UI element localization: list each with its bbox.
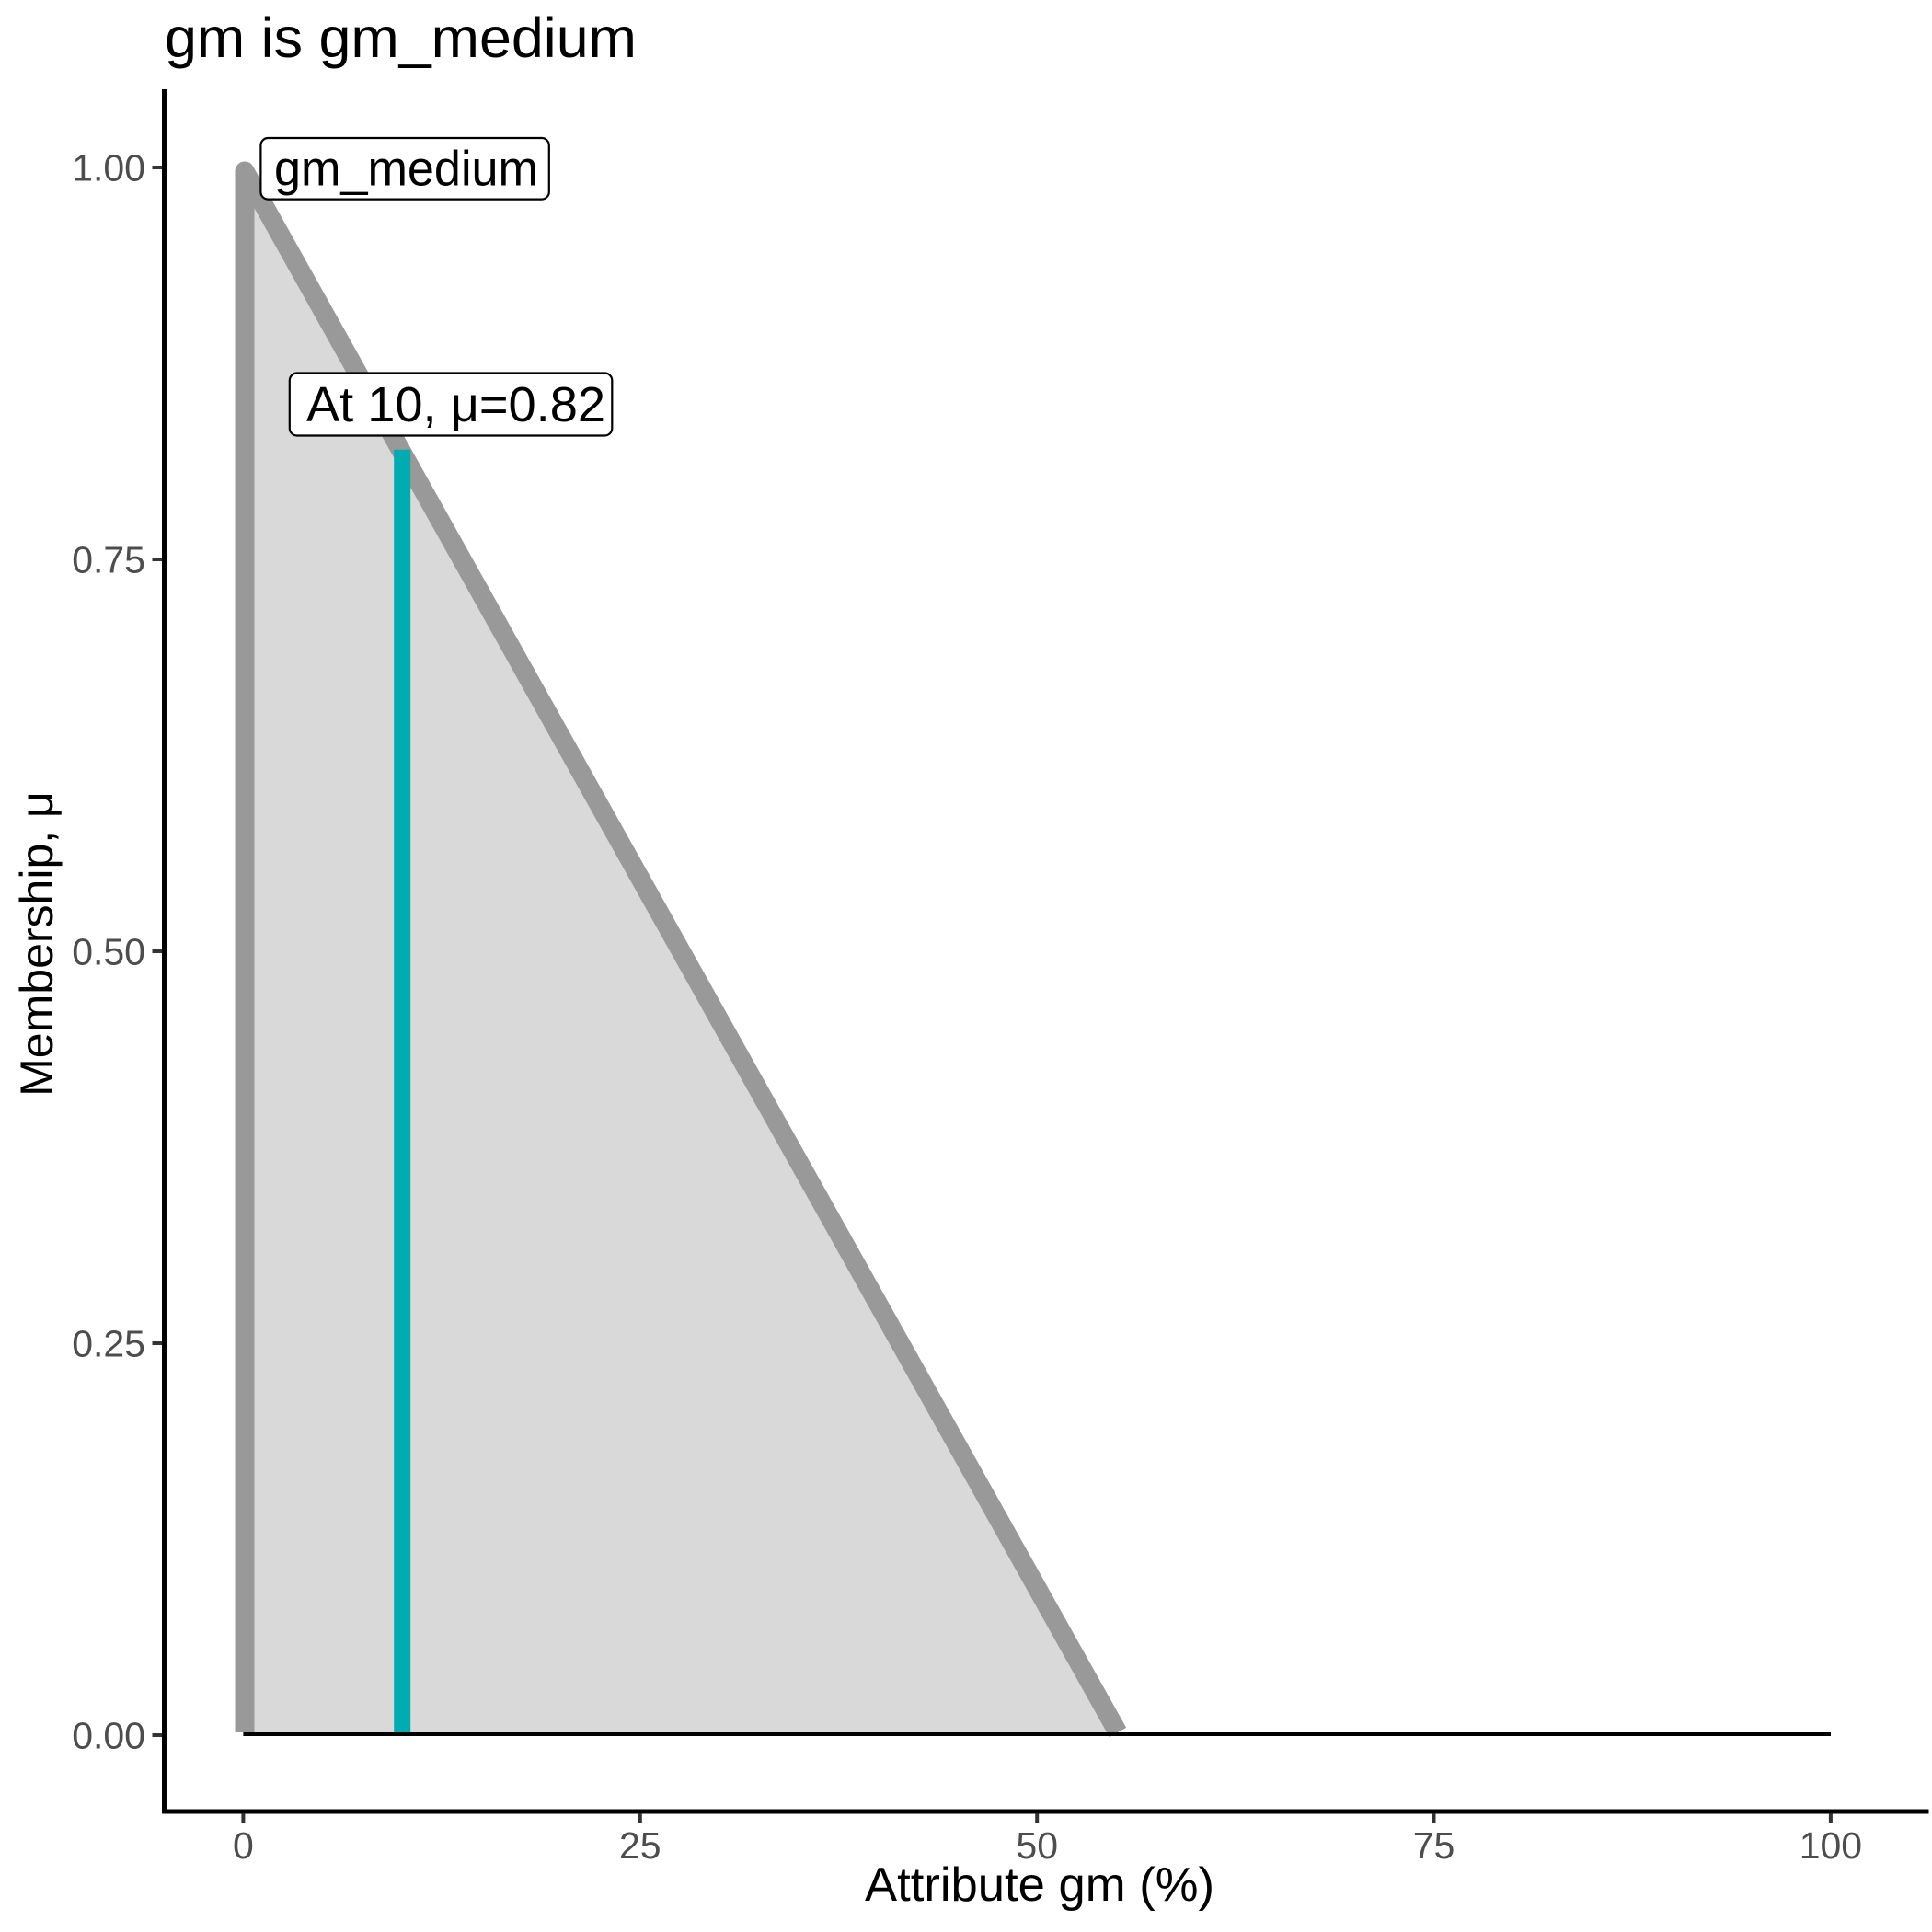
svg-text:0.50: 0.50 — [72, 931, 145, 973]
svg-text:gm is gm_medium: gm is gm_medium — [165, 6, 637, 69]
svg-text:0.00: 0.00 — [72, 1715, 145, 1757]
svg-text:0: 0 — [233, 1824, 254, 1867]
svg-text:50: 50 — [1016, 1824, 1058, 1867]
svg-text:Membership, μ: Membership, μ — [11, 791, 63, 1097]
svg-text:0.25: 0.25 — [72, 1323, 145, 1365]
svg-text:100: 100 — [1800, 1824, 1862, 1867]
svg-text:At 10, μ=0.82: At 10, μ=0.82 — [306, 378, 605, 432]
svg-text:Attribute gm (%): Attribute gm (%) — [865, 1857, 1214, 1911]
svg-text:75: 75 — [1413, 1824, 1455, 1867]
svg-text:0.75: 0.75 — [72, 539, 145, 581]
svg-text:gm_medium: gm_medium — [274, 142, 538, 196]
svg-text:1.00: 1.00 — [72, 147, 145, 190]
svg-text:25: 25 — [619, 1824, 661, 1867]
